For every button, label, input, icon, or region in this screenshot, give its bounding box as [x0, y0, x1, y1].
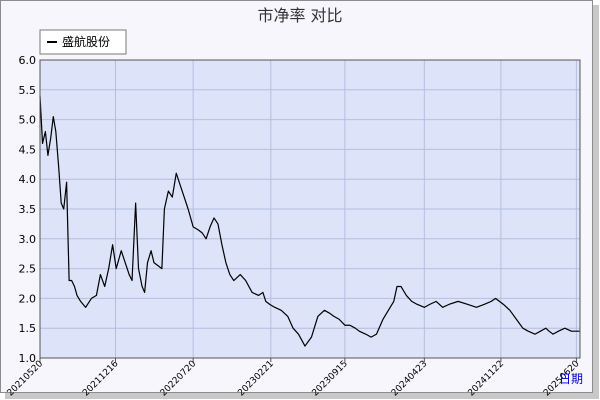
y-tick-label: 4.5	[19, 143, 37, 156]
y-tick-label: 2.0	[19, 292, 37, 305]
y-tick-label: 5.0	[19, 114, 37, 127]
y-tick-label: 2.5	[19, 263, 37, 276]
legend-label: 盛航股份	[62, 34, 110, 49]
plot-border	[39, 59, 581, 359]
y-tick-label: 5.5	[19, 84, 37, 97]
series-layer	[39, 95, 580, 347]
bottom-shadow	[5, 393, 599, 399]
y-tick-label: 1.5	[19, 322, 37, 335]
y-tick-label: 4.0	[19, 173, 37, 186]
y-tick-label: 6.0	[19, 54, 37, 67]
y-axis: 1.0 1.5 2.0 2.5 3.0 3.5 4.0 4.5 5.0 5.5 6.0	[19, 54, 37, 365]
chart-title: 市净率 对比	[257, 6, 342, 25]
x-axis-title: 日期	[559, 372, 583, 386]
legend: 盛航股份	[39, 29, 127, 55]
y-tick-label: 3.5	[19, 203, 37, 216]
y-tick-label: 3.0	[19, 233, 37, 246]
y-tick-label: 1.0	[19, 352, 37, 365]
series-line	[39, 95, 580, 347]
right-shadow	[593, 5, 599, 399]
